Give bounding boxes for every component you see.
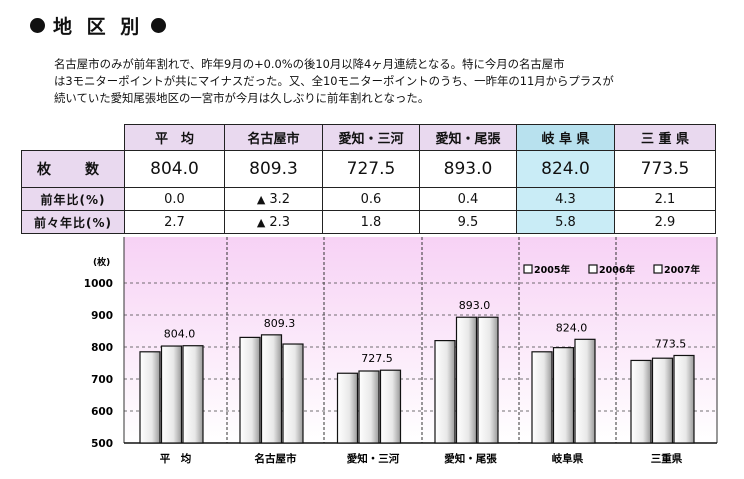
table-cell: 2.1 (614, 187, 716, 211)
y-tick-label: 900 (91, 310, 113, 322)
bar (260, 334, 283, 444)
table-cell: 773.5 (614, 150, 716, 188)
bar (552, 347, 575, 444)
table-cell: 893.0 (419, 150, 517, 188)
bar (160, 345, 183, 444)
y-tick-label: 700 (91, 374, 113, 386)
bar (574, 338, 596, 444)
bar (282, 343, 304, 444)
y-tick-label: 800 (91, 342, 113, 354)
col-header: 三 重 県 (614, 124, 716, 151)
table-cell: 4.3 (516, 187, 615, 211)
bar (182, 345, 204, 444)
table-cell: ▲ 3.2 (224, 187, 323, 211)
cell-value: 3.2 (269, 191, 291, 207)
bar (673, 354, 695, 444)
description-line: は3モニターポイントが共にマイナスだった。又、全10モニターポイントのうち、一昨… (54, 74, 614, 88)
table-cell: 824.0 (516, 150, 615, 188)
bar (651, 357, 674, 444)
table-cell: 1.8 (322, 210, 420, 234)
negative-triangle-icon: ▲ (256, 192, 266, 206)
col-header: 愛知・尾張 (419, 124, 517, 151)
description-line: 続いていた愛知尾張地区の一宮市が今月は久しぶりに前年割れとなった。 (54, 91, 430, 105)
y-tick-label: 600 (91, 406, 113, 418)
region-stats-table: 平 均 名古屋市 愛知・三河 愛知・尾張 岐 阜 県 三 重 県 枚 数 804… (21, 124, 716, 234)
section-heading: 地 区 別 (22, 12, 174, 39)
y-tick-label: 1000 (84, 278, 113, 290)
legend-swatch (523, 264, 533, 274)
negative-triangle-icon: ▲ (256, 215, 266, 229)
table-cell: 2.9 (614, 210, 716, 234)
x-category-label: 三重県 (651, 452, 683, 465)
col-header: 名古屋市 (224, 124, 323, 151)
y-axis-unit-label: (枚) (93, 256, 110, 268)
legend-swatch (653, 264, 663, 274)
bar (139, 351, 161, 444)
row-header: 前年比(%) (21, 187, 125, 211)
table-row: 前年比(%) 0.0 ▲ 3.2 0.6 0.4 4.3 2.1 (21, 187, 716, 211)
table-cell: 2.7 (124, 210, 225, 234)
bar (630, 359, 652, 444)
bar (531, 351, 553, 444)
bar (379, 369, 402, 444)
legend-label: 2005年 (534, 264, 570, 276)
description-line: 名古屋市のみが前年割れで、昨年9月の+0.0%の後10月以降4ヶ月連続となる。特… (54, 57, 565, 71)
table-cell: 804.0 (124, 150, 225, 188)
bar (336, 372, 359, 444)
heading-text: 地 区 別 (53, 16, 144, 38)
legend-label: 2006年 (599, 264, 635, 276)
bullet-dot-icon (30, 18, 45, 33)
bar-value-label: 809.3 (264, 317, 296, 330)
table-header-row: 平 均 名古屋市 愛知・三河 愛知・尾張 岐 阜 県 三 重 県 (21, 124, 716, 151)
table-cell: 9.5 (419, 210, 517, 234)
row-header: 枚 数 (21, 150, 125, 188)
table-cell: 0.0 (124, 187, 225, 211)
table-cell: 727.5 (322, 150, 420, 188)
bar-value-label: 773.5 (655, 337, 687, 350)
legend-label: 2007年 (664, 264, 700, 276)
x-category-label: 愛知・三河 (347, 452, 400, 465)
row-header: 前々年比(%) (21, 210, 125, 234)
bar (358, 370, 380, 444)
x-category-label: 岐阜県 (552, 452, 584, 465)
table-cell: 0.6 (322, 187, 420, 211)
x-category-label: 名古屋市 (255, 452, 297, 465)
bar-value-label: 727.5 (361, 352, 393, 365)
bar (239, 336, 261, 444)
bar (477, 316, 499, 444)
bar (455, 316, 478, 444)
y-tick-label: 500 (91, 438, 113, 450)
legend-swatch (588, 264, 598, 274)
col-header: 愛知・三河 (322, 124, 420, 151)
cell-value: 2.3 (269, 214, 291, 230)
chart-background (124, 237, 717, 443)
x-category-label: 平 均 (160, 452, 192, 465)
bar-value-label: 824.0 (556, 321, 588, 334)
x-category-label: 愛知・尾張 (444, 452, 497, 465)
bar-value-label: 893.0 (459, 299, 491, 312)
table-cell: 5.8 (516, 210, 615, 234)
bar-value-label: 804.0 (164, 328, 196, 341)
description: 名古屋市のみが前年割れで、昨年9月の+0.0%の後10月以降4ヶ月連続となる。特… (54, 56, 724, 107)
table-row: 前々年比(%) 2.7 ▲ 2.3 1.8 9.5 5.8 2.9 (21, 210, 716, 234)
bar (434, 340, 456, 444)
bullet-dot-icon (151, 18, 167, 33)
col-header: 岐 阜 県 (516, 124, 615, 151)
